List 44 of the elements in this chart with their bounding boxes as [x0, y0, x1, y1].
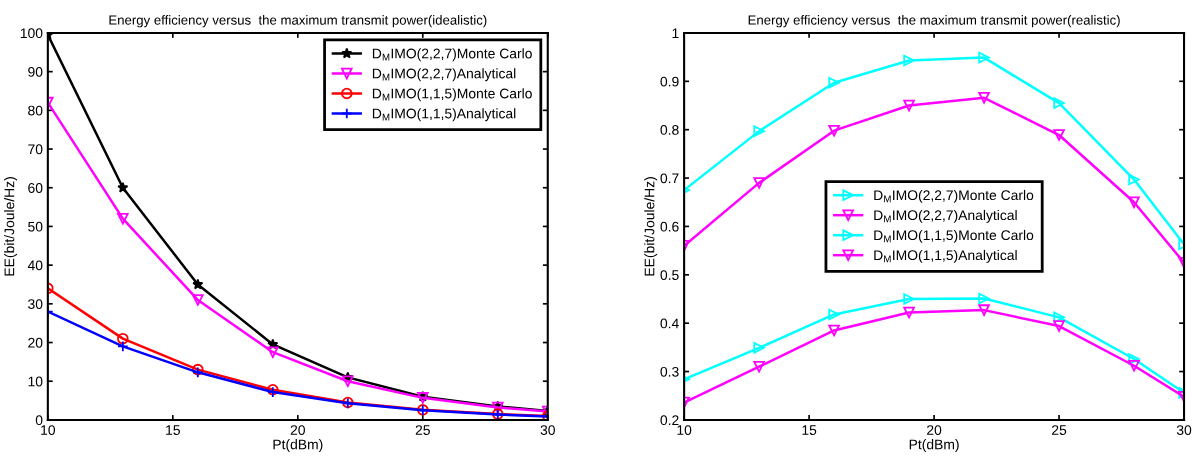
y-tick-label: 10 [28, 376, 43, 387]
x-tick-label: 15 [166, 425, 180, 435]
y-tick-label: 0.2 [660, 415, 679, 426]
x-tick-label: 10 [677, 425, 692, 435]
y-tick-label: 1 [672, 28, 679, 38]
y-tick-label: 0.5 [660, 270, 679, 280]
chart-title: Energy efficiency versus the maximum transmit power(idealistic) [109, 15, 487, 28]
x-tick-label: 25 [415, 425, 430, 435]
y-tick-label: 0.3 [660, 366, 679, 377]
y-tick-label: 100 [20, 28, 43, 39]
y-tick-label: 30 [28, 299, 43, 309]
x-tick-label: 15 [802, 425, 817, 435]
y-tick-label: 20 [28, 337, 43, 348]
y-tick-label: 70 [28, 144, 43, 155]
legend-label: D$_{M}$IMO(2,2,7)Analytical [874, 209, 1017, 223]
y-axis-title: EE(bit/Joule/Hz) [4, 177, 18, 276]
x-axis-title: Pt(dBm) [909, 439, 959, 453]
y-tick-label: 0.9 [660, 76, 679, 87]
y-tick-label: 0.4 [660, 318, 679, 329]
legend-label: D$_{M}$IMO(1,1,5)Analytical [372, 108, 516, 122]
legend-label: D$_{M}$IMO(2,2,7)Analytical [372, 68, 516, 82]
y-tick-label: 40 [27, 260, 43, 271]
x-tick-label: 30 [1176, 425, 1192, 435]
legend-label: D$_{M}$IMO(1,1,5)Monte Carlo [372, 88, 532, 102]
x-tick-label: 20 [290, 425, 305, 435]
y-tick-label: 60 [28, 183, 43, 193]
x-tick-label: 10 [41, 425, 56, 435]
x-axis-title: Pt(dBm) [273, 439, 323, 453]
y-tick-label: 0.6 [660, 221, 679, 232]
legend-label: D$_{M}$IMO(2,2,7)Monte Carlo [874, 189, 1034, 203]
legend-label: D$_{M}$IMO(1,1,5)Monte Carlo [874, 229, 1034, 243]
y-tick-label: 0.7 [660, 173, 679, 184]
y-tick-label: 90 [28, 66, 43, 77]
x-tick-label: 25 [1052, 425, 1067, 435]
y-axis-title: EE(bit/Joule/Hz) [644, 177, 658, 276]
x-tick-label: 20 [927, 425, 942, 435]
y-tick-label: 80 [28, 105, 43, 116]
y-tick-label: 0 [35, 415, 43, 426]
legend-label: D$_{M}$IMO(2,2,7)Monte Carlo [372, 48, 532, 62]
x-tick-label: 30 [540, 425, 555, 435]
chart-title: Energy efficiency versus the maximum transmit power(realistic) [748, 15, 1120, 28]
y-tick-label: 50 [28, 221, 43, 232]
legend-label: D$_{M}$IMO(1,1,5)Analytical [874, 249, 1017, 263]
y-tick-label: 0.8 [660, 125, 679, 135]
